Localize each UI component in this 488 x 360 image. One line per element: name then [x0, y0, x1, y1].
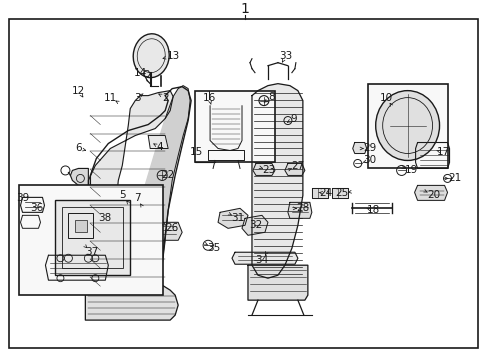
Ellipse shape: [133, 34, 169, 78]
Polygon shape: [247, 265, 307, 300]
Bar: [75, 220, 87, 232]
Polygon shape: [113, 193, 130, 202]
Text: 37: 37: [84, 247, 98, 257]
Ellipse shape: [375, 91, 439, 161]
Text: 1: 1: [240, 2, 249, 16]
Polygon shape: [143, 71, 150, 77]
Text: 27: 27: [291, 161, 304, 171]
Polygon shape: [218, 208, 247, 228]
Text: 14: 14: [133, 68, 146, 78]
Text: 19: 19: [404, 166, 417, 175]
Text: 16: 16: [202, 93, 215, 103]
Text: 39: 39: [16, 193, 29, 203]
Polygon shape: [285, 163, 304, 175]
Text: 33: 33: [279, 51, 292, 61]
Text: 34: 34: [255, 255, 268, 265]
Polygon shape: [287, 202, 311, 218]
Text: 10: 10: [379, 93, 392, 103]
Text: 12: 12: [72, 86, 85, 96]
Polygon shape: [210, 105, 242, 150]
Polygon shape: [251, 84, 302, 278]
Text: 32: 32: [249, 220, 262, 230]
Text: 18: 18: [366, 205, 380, 215]
Polygon shape: [242, 215, 267, 235]
Text: 29: 29: [362, 144, 376, 153]
Text: 4: 4: [157, 143, 163, 153]
Text: 35: 35: [207, 243, 220, 253]
Text: 38: 38: [98, 213, 111, 223]
Text: 24: 24: [319, 188, 332, 198]
Bar: [68, 213, 93, 238]
Text: 6: 6: [75, 144, 81, 153]
Text: 8: 8: [268, 91, 275, 102]
Text: 13: 13: [166, 51, 180, 61]
Polygon shape: [231, 252, 297, 264]
Text: 30: 30: [363, 156, 375, 166]
Text: 11: 11: [103, 93, 117, 103]
Text: 9: 9: [290, 113, 297, 123]
Text: 28: 28: [296, 203, 309, 213]
Text: 36: 36: [30, 203, 43, 213]
Polygon shape: [352, 143, 366, 153]
Polygon shape: [414, 185, 447, 201]
Polygon shape: [20, 215, 41, 228]
Text: 22: 22: [161, 170, 174, 180]
Polygon shape: [122, 198, 148, 222]
Polygon shape: [331, 188, 347, 198]
Text: 31: 31: [231, 213, 244, 223]
Text: 5: 5: [119, 190, 125, 201]
Text: 25: 25: [334, 188, 347, 198]
Polygon shape: [148, 135, 168, 148]
Text: 2: 2: [162, 93, 168, 103]
Text: 3: 3: [134, 93, 140, 103]
Polygon shape: [20, 197, 44, 212]
Polygon shape: [415, 143, 448, 168]
Bar: [195, 91, 274, 162]
Polygon shape: [208, 150, 244, 161]
Bar: [62, 207, 123, 268]
Polygon shape: [156, 222, 182, 240]
Polygon shape: [115, 86, 190, 285]
Polygon shape: [45, 255, 108, 280]
Text: 17: 17: [436, 148, 449, 157]
Bar: [19, 185, 163, 295]
Text: 15: 15: [189, 148, 203, 157]
Text: 7: 7: [134, 193, 140, 203]
Polygon shape: [85, 285, 178, 320]
Text: 23: 23: [262, 166, 275, 175]
Polygon shape: [88, 91, 173, 285]
Text: 26: 26: [165, 223, 179, 233]
Polygon shape: [311, 188, 327, 198]
Bar: [367, 84, 447, 168]
Polygon shape: [70, 168, 88, 188]
Bar: [55, 201, 130, 275]
Text: 20: 20: [426, 190, 439, 201]
Polygon shape: [252, 163, 274, 175]
Text: 21: 21: [447, 174, 460, 184]
Polygon shape: [195, 139, 215, 162]
